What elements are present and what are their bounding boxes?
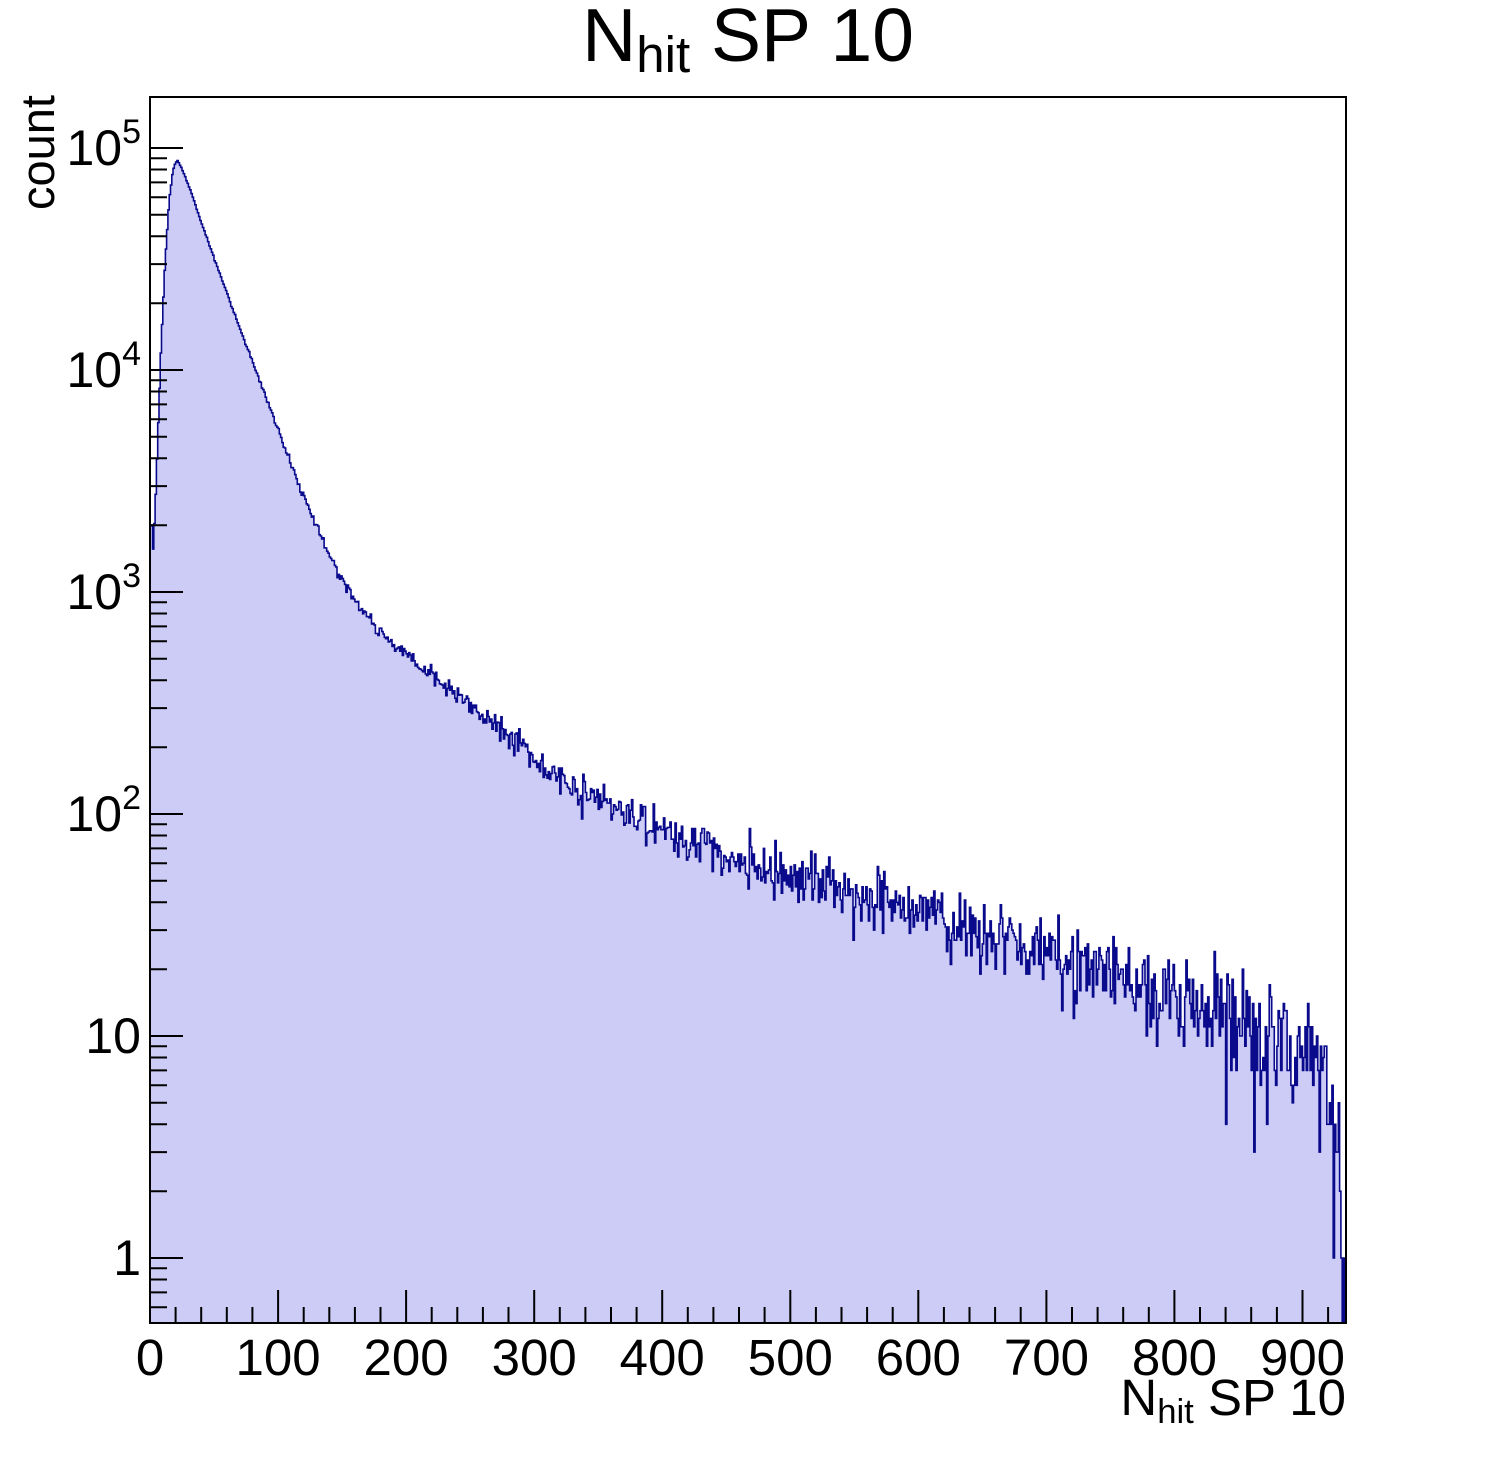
x-tick-label: 900 — [1260, 1329, 1345, 1386]
y-tick-label: 104 — [66, 335, 141, 398]
chart-title-subscript: hit — [636, 26, 691, 84]
y-tick-label: 10 — [85, 1008, 141, 1064]
y-axis-title: count — [11, 95, 64, 210]
chart-title-main: N — [582, 0, 637, 77]
x-title-rest: SP 10 — [1193, 1369, 1346, 1426]
plot-frame — [149, 96, 1347, 1324]
x-tick-label: 300 — [492, 1329, 577, 1386]
chart-title-rest: SP 10 — [690, 0, 914, 77]
x-axis-ticks — [149, 1290, 1330, 1323]
y-tick-label: 102 — [66, 779, 141, 842]
x-tick-label: 400 — [620, 1329, 705, 1386]
x-tick-label: 100 — [236, 1329, 321, 1386]
x-tick-label: 0 — [136, 1329, 164, 1386]
y-tick-label: 105 — [66, 113, 141, 176]
x-axis-title: Nhit SP 10 — [150, 1369, 1346, 1429]
y-tick-label: 1 — [113, 1230, 141, 1286]
x-tick-label: 200 — [364, 1329, 449, 1386]
chart-title: Nhit SP 10 — [150, 0, 1346, 80]
histogram-area — [149, 159, 1346, 1324]
x-title-subscript: hit — [1157, 1392, 1194, 1431]
x-title-main: N — [1120, 1369, 1158, 1426]
x-tick-label: 800 — [1132, 1329, 1217, 1386]
y-tick-label: 103 — [66, 557, 141, 620]
y-axis-tick-labels: 1 10 102 103 104 105 — [66, 113, 141, 1286]
x-axis-tick-labels: 0 100 200 300 400 500 600 700 800 900 — [136, 1329, 1345, 1386]
x-tick-label: 500 — [748, 1329, 833, 1386]
x-tick-label: 600 — [876, 1329, 961, 1386]
y-axis-ticks — [150, 147, 183, 1309]
x-tick-label: 700 — [1004, 1329, 1089, 1386]
